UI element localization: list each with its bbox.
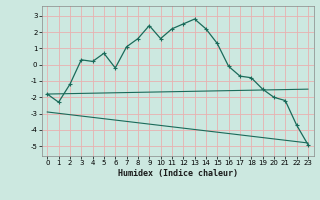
X-axis label: Humidex (Indice chaleur): Humidex (Indice chaleur) [118, 169, 237, 178]
